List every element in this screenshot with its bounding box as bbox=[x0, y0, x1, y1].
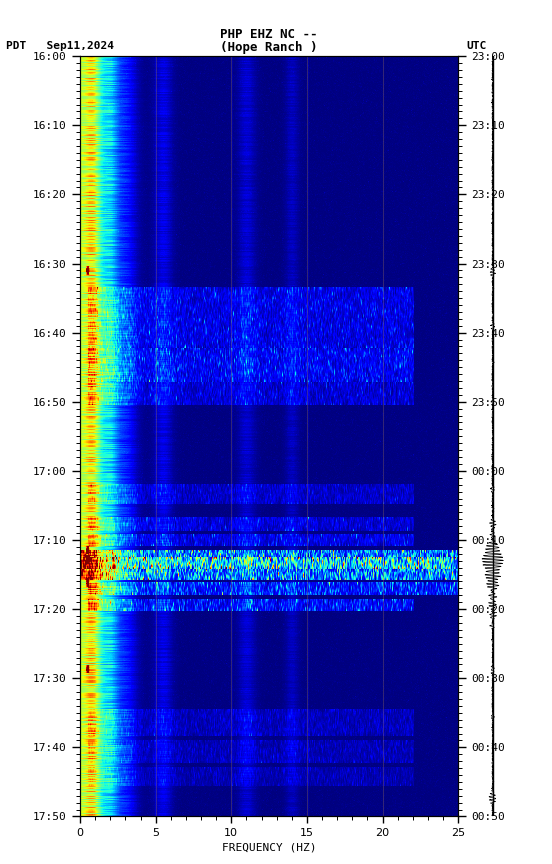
X-axis label: FREQUENCY (HZ): FREQUENCY (HZ) bbox=[222, 842, 316, 853]
Text: UTC: UTC bbox=[466, 41, 487, 52]
Text: PHP EHZ NC --: PHP EHZ NC -- bbox=[220, 28, 317, 41]
Text: PDT   Sep11,2024: PDT Sep11,2024 bbox=[6, 41, 114, 52]
Text: (Hope Ranch ): (Hope Ranch ) bbox=[220, 41, 317, 54]
